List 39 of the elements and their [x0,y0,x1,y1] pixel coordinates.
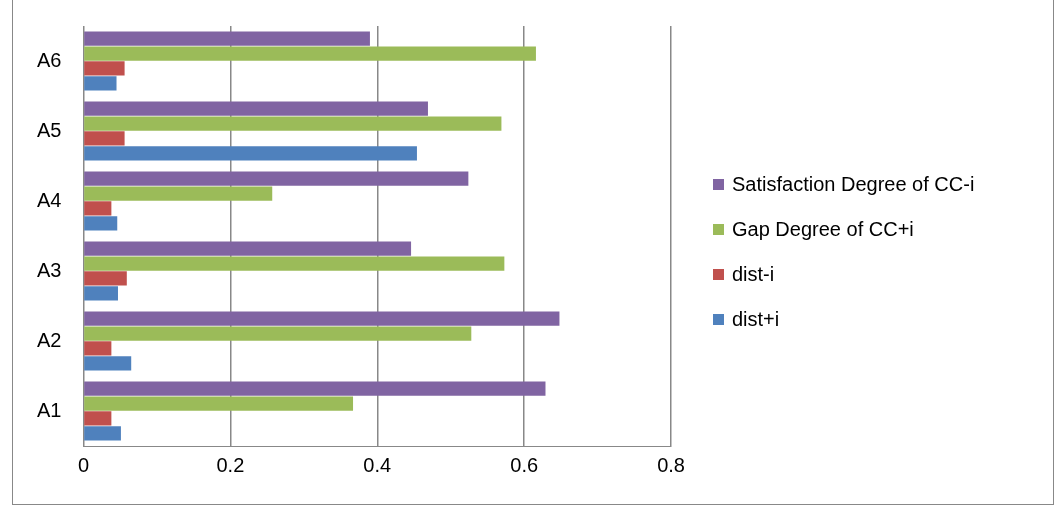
y-tick-label: A4 [36,188,62,211]
x-tick-label: 0.4 [363,453,392,476]
y-tick-label: A3 [36,258,62,281]
y-tick-label: A2 [36,328,62,351]
bar [84,256,505,271]
bar [84,31,370,46]
bar [84,341,112,356]
y-tick-label: A5 [36,118,62,141]
bar [84,216,118,231]
legend-label: dist+i [732,308,780,331]
bar [84,311,560,326]
legend-label: Gap Degree of CC+i [732,218,914,241]
bar [84,146,417,161]
bar [84,116,502,131]
bar [84,201,112,216]
bar [84,286,118,301]
bar [84,46,536,61]
bar [84,186,273,201]
bar [84,241,412,256]
bar [84,411,112,426]
bar [84,356,132,371]
y-tick-label: A1 [36,398,62,421]
bar [84,326,472,341]
bar [84,426,121,441]
y-tick-label: A6 [36,48,62,71]
x-tick-label: 0.6 [510,453,539,476]
bar [84,76,117,91]
legend-label: Satisfaction Degree of CC-i [732,173,975,196]
bar [84,131,125,146]
bar [84,101,428,116]
x-tick-label: 0.2 [216,453,245,476]
legend-label: dist-i [732,263,775,286]
x-tick-label: 0.8 [657,453,685,476]
bar [84,271,127,286]
bar [84,171,469,186]
bar [84,61,125,76]
x-tick-label: 0 [77,453,90,476]
bar [84,381,546,396]
bar [84,396,354,411]
